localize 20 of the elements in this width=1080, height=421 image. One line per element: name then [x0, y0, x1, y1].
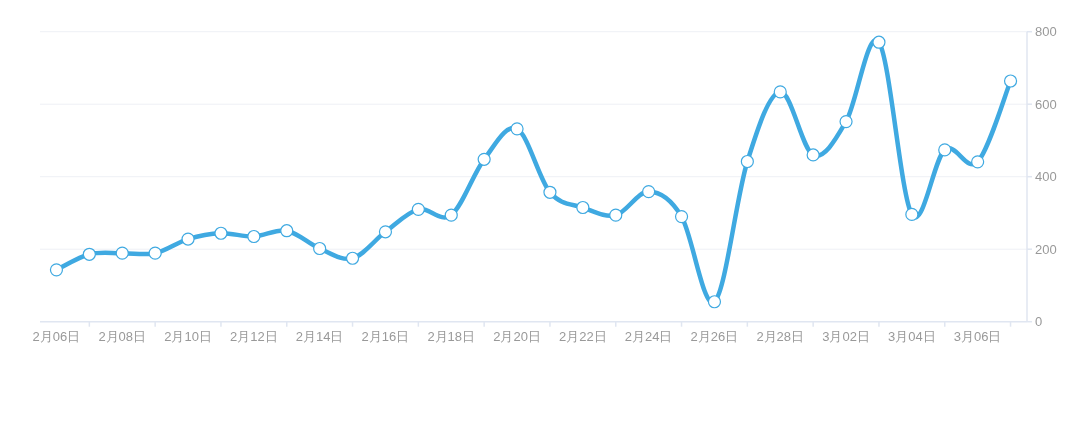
x-tick-label: 2月20日	[493, 329, 541, 345]
x-tick-label: 2月24日	[624, 329, 673, 345]
y-tick-label: 0	[1035, 314, 1043, 330]
x-tick-label: 3月06日	[953, 329, 1002, 345]
x-tick-label: 2月12日	[230, 329, 278, 345]
y-tick-label: 800	[1035, 24, 1057, 40]
x-tick-label: 2月28日	[756, 329, 805, 345]
x-tick-label: 2月16日	[361, 329, 410, 345]
y-tick-label: 400	[1035, 169, 1057, 185]
x-tick-label: 2月08日	[98, 329, 147, 345]
x-tick-label: 2月18日	[427, 329, 476, 345]
x-tick-label: 3月04日	[888, 329, 936, 345]
x-tick-label: 2月06日	[32, 329, 81, 345]
y-tick-label: 200	[1035, 241, 1057, 257]
x-tick-label: 2月26日	[690, 329, 739, 345]
x-tick-label: 3月02日	[822, 329, 870, 345]
x-tick-label: 2月14日	[295, 329, 344, 345]
x-tick-label: 2月22日	[559, 329, 607, 345]
x-tick-label: 2月10日	[164, 329, 212, 345]
y-tick-label: 600	[1035, 96, 1057, 112]
